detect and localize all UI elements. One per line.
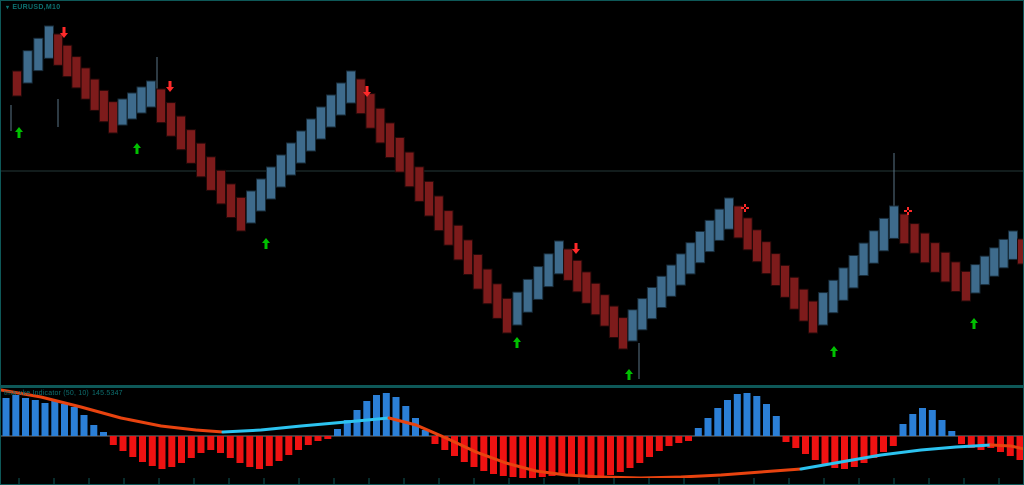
- histogram-group: [2, 393, 1023, 478]
- buy-arrow-icon: [625, 369, 633, 380]
- sell-star-icon: [741, 204, 749, 212]
- buy-arrow-icon: [15, 127, 23, 138]
- indicator-label: tma-xke Indicator (50, 10) 145.5347: [4, 390, 126, 398]
- chart-dropdown-icon[interactable]: ▾: [6, 5, 10, 11]
- indicator-canvas[interactable]: [1, 388, 1024, 478]
- signal-markers-group: [15, 27, 978, 380]
- indicator-value: 145.5347: [91, 390, 123, 397]
- main-chart-pane: ▾ EURUSD,M10: [1, 1, 1023, 385]
- buy-arrow-icon: [262, 238, 270, 249]
- sell-star-icon: [904, 207, 912, 215]
- wicks-group: [10, 57, 895, 379]
- indicator-name: tma-xke Indicator (50, 10): [4, 390, 89, 397]
- symbol-label-row: ▾ EURUSD,M10: [6, 4, 60, 12]
- buy-arrow-icon: [970, 318, 978, 329]
- symbol-timeframe-label: EURUSD,M10: [12, 4, 61, 11]
- buy-arrow-icon: [830, 346, 838, 357]
- candles-group: [12, 25, 1023, 350]
- buy-arrow-icon: [133, 143, 141, 154]
- sell-arrow-icon: [60, 27, 68, 38]
- main-chart-canvas[interactable]: [1, 1, 1024, 385]
- sell-arrow-icon: [166, 81, 174, 92]
- time-axis[interactable]: [1, 478, 1023, 484]
- sell-arrow-icon: [572, 243, 580, 254]
- indicator-pane: [1, 388, 1023, 478]
- buy-arrow-icon: [513, 337, 521, 348]
- time-axis-canvas[interactable]: [1, 478, 1024, 484]
- pane-separator[interactable]: [1, 385, 1023, 388]
- sell-arrow-icon: [363, 86, 371, 97]
- signal-line-group: [1, 388, 1023, 478]
